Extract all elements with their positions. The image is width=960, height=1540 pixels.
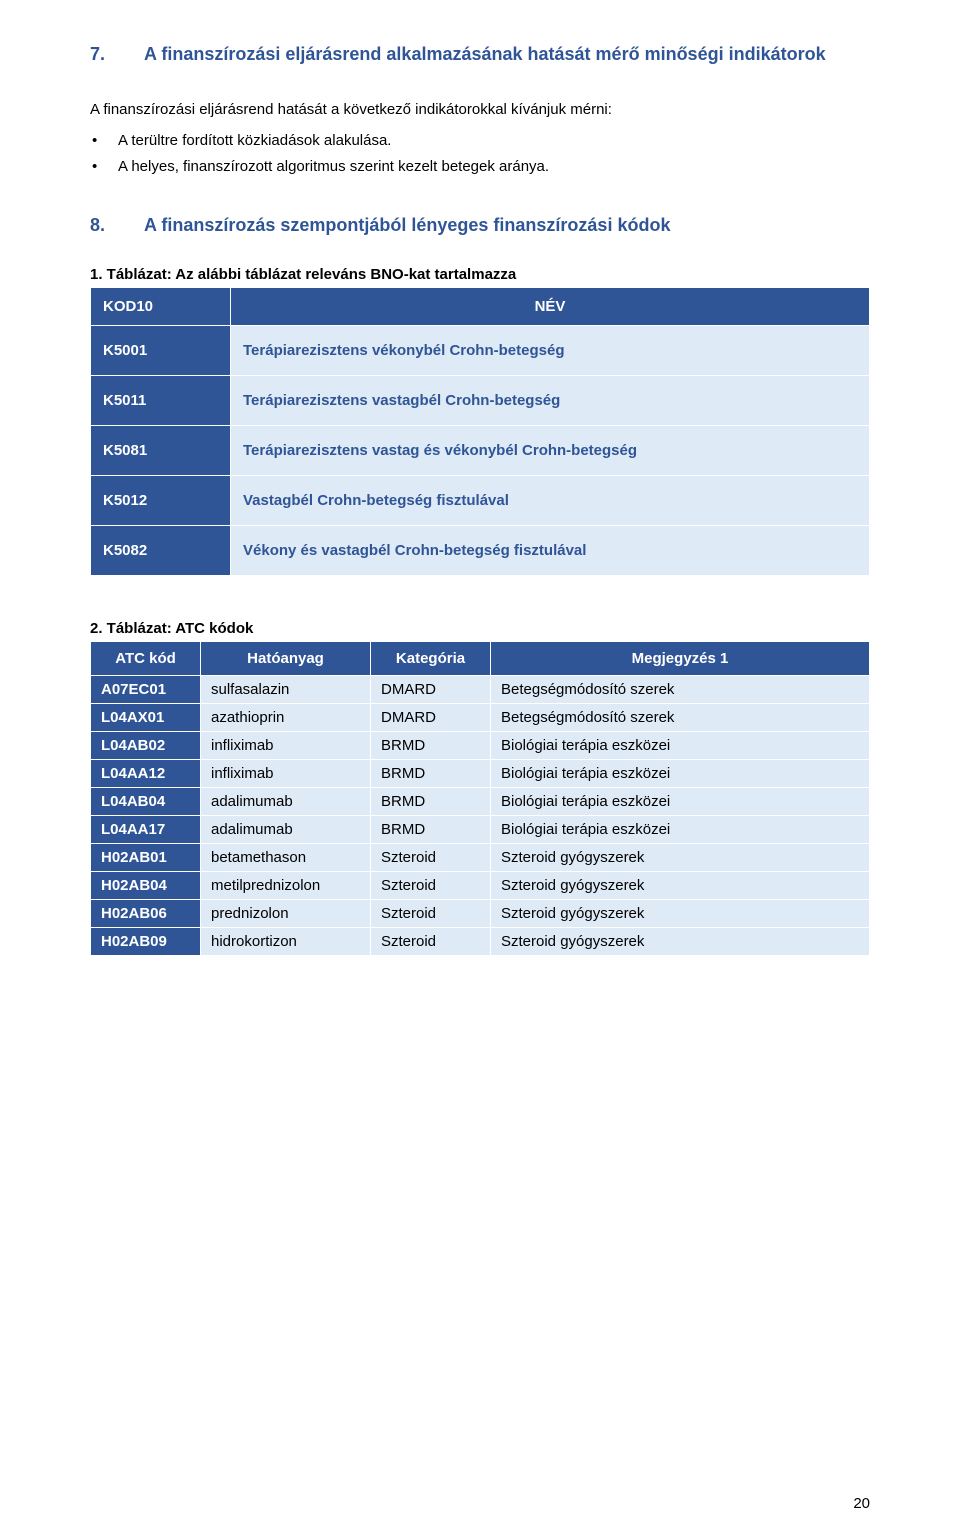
- atc-code: H02AB04: [91, 872, 201, 900]
- section-8-number: 8.: [90, 213, 144, 238]
- atc-category: BRMD: [371, 732, 491, 760]
- atc-category: BRMD: [371, 788, 491, 816]
- section-7-heading: 7. A finanszírozási eljárásrend alkalmaz…: [90, 40, 870, 69]
- atc-agent: sulfasalazin: [201, 676, 371, 704]
- atc-code: L04AB02: [91, 732, 201, 760]
- bno-name: Terápiarezisztens vékonybél Crohn-betegs…: [231, 326, 870, 376]
- atc-code: H02AB09: [91, 928, 201, 956]
- col-header-kod10: KOD10: [91, 288, 231, 326]
- table-row: A07EC01sulfasalazinDMARDBetegségmódosító…: [91, 676, 870, 704]
- section-7-number: 7.: [90, 40, 144, 69]
- table-header-row: ATC kód Hatóanyag Kategória Megjegyzés 1: [91, 642, 870, 676]
- bullet-item: A terültre fordított közkiadások alakulá…: [90, 128, 870, 154]
- table-row: H02AB01betamethasonSzteroidSzteroid gyóg…: [91, 844, 870, 872]
- atc-note: Betegségmódosító szerek: [491, 676, 870, 704]
- bno-code: K5012: [91, 476, 231, 526]
- atc-note: Szteroid gyógyszerek: [491, 844, 870, 872]
- atc-note: Betegségmódosító szerek: [491, 704, 870, 732]
- atc-codes-table: ATC kód Hatóanyag Kategória Megjegyzés 1…: [90, 641, 870, 956]
- atc-note: Biológiai terápia eszközei: [491, 732, 870, 760]
- bno-name: Vékony és vastagbél Crohn-betegség fiszt…: [231, 526, 870, 576]
- atc-agent: adalimumab: [201, 788, 371, 816]
- bno-codes-table: KOD10 NÉV K5001Terápiarezisztens vékonyb…: [90, 287, 870, 576]
- table-row: H02AB09hidrokortizonSzteroidSzteroid gyó…: [91, 928, 870, 956]
- col-header-agent: Hatóanyag: [201, 642, 371, 676]
- atc-note: Biológiai terápia eszközei: [491, 788, 870, 816]
- table-header-row: KOD10 NÉV: [91, 288, 870, 326]
- atc-code: A07EC01: [91, 676, 201, 704]
- table-1-caption: 1. Táblázat: Az alábbi táblázat releváns…: [90, 266, 870, 283]
- bno-code: K5081: [91, 426, 231, 476]
- bno-code: K5001: [91, 326, 231, 376]
- table-row: L04AB04adalimumabBRMDBiológiai terápia e…: [91, 788, 870, 816]
- atc-agent: adalimumab: [201, 816, 371, 844]
- table-row: L04AA17adalimumabBRMDBiológiai terápia e…: [91, 816, 870, 844]
- table-row: K5082Vékony és vastagbél Crohn-betegség …: [91, 526, 870, 576]
- atc-code: L04AA17: [91, 816, 201, 844]
- section-7-bullets: A terültre fordított közkiadások alakulá…: [90, 128, 870, 179]
- col-header-nev: NÉV: [231, 288, 870, 326]
- bno-name: Terápiarezisztens vastag és vékonybél Cr…: [231, 426, 870, 476]
- table-row: K5012Vastagbél Crohn-betegség fisztuláva…: [91, 476, 870, 526]
- atc-agent: betamethason: [201, 844, 371, 872]
- atc-category: BRMD: [371, 760, 491, 788]
- table-row: K5011Terápiarezisztens vastagbél Crohn-b…: [91, 376, 870, 426]
- col-header-category: Kategória: [371, 642, 491, 676]
- table-row: K5081Terápiarezisztens vastag és vékonyb…: [91, 426, 870, 476]
- atc-code: L04AA12: [91, 760, 201, 788]
- atc-note: Szteroid gyógyszerek: [491, 872, 870, 900]
- atc-note: Biológiai terápia eszközei: [491, 816, 870, 844]
- atc-category: Szteroid: [371, 844, 491, 872]
- atc-code: L04AX01: [91, 704, 201, 732]
- bno-name: Terápiarezisztens vastagbél Crohn-betegs…: [231, 376, 870, 426]
- atc-category: Szteroid: [371, 900, 491, 928]
- atc-agent: infliximab: [201, 732, 371, 760]
- atc-agent: azathioprin: [201, 704, 371, 732]
- table-row: K5001Terápiarezisztens vékonybél Crohn-b…: [91, 326, 870, 376]
- table-row: L04AB02infliximabBRMDBiológiai terápia e…: [91, 732, 870, 760]
- section-8-heading: 8. A finanszírozás szempontjából lényege…: [90, 213, 870, 238]
- atc-agent: infliximab: [201, 760, 371, 788]
- table-row: L04AX01azathioprinDMARDBetegségmódosító …: [91, 704, 870, 732]
- col-header-atc: ATC kód: [91, 642, 201, 676]
- atc-note: Biológiai terápia eszközei: [491, 760, 870, 788]
- bno-code: K5011: [91, 376, 231, 426]
- atc-category: DMARD: [371, 676, 491, 704]
- bno-name: Vastagbél Crohn-betegség fisztulával: [231, 476, 870, 526]
- atc-category: Szteroid: [371, 872, 491, 900]
- bullet-item: A helyes, finanszírozott algoritmus szer…: [90, 154, 870, 180]
- atc-note: Szteroid gyógyszerek: [491, 928, 870, 956]
- table-2-caption: 2. Táblázat: ATC kódok: [90, 620, 870, 637]
- atc-code: H02AB01: [91, 844, 201, 872]
- atc-category: DMARD: [371, 704, 491, 732]
- table-row: H02AB04metilprednizolonSzteroidSzteroid …: [91, 872, 870, 900]
- section-8-title: A finanszírozás szempontjából lényeges f…: [144, 213, 870, 238]
- col-header-note: Megjegyzés 1: [491, 642, 870, 676]
- section-7-title: A finanszírozási eljárásrend alkalmazásá…: [144, 40, 870, 69]
- atc-code: L04AB04: [91, 788, 201, 816]
- atc-category: BRMD: [371, 816, 491, 844]
- atc-agent: prednizolon: [201, 900, 371, 928]
- bno-code: K5082: [91, 526, 231, 576]
- atc-agent: hidrokortizon: [201, 928, 371, 956]
- atc-agent: metilprednizolon: [201, 872, 371, 900]
- page-number: 20: [853, 1495, 870, 1512]
- atc-note: Szteroid gyógyszerek: [491, 900, 870, 928]
- table-row: H02AB06prednizolonSzteroidSzteroid gyógy…: [91, 900, 870, 928]
- atc-code: H02AB06: [91, 900, 201, 928]
- table-row: L04AA12infliximabBRMDBiológiai terápia e…: [91, 760, 870, 788]
- section-7-intro: A finanszírozási eljárásrend hatását a k…: [90, 97, 870, 123]
- atc-category: Szteroid: [371, 928, 491, 956]
